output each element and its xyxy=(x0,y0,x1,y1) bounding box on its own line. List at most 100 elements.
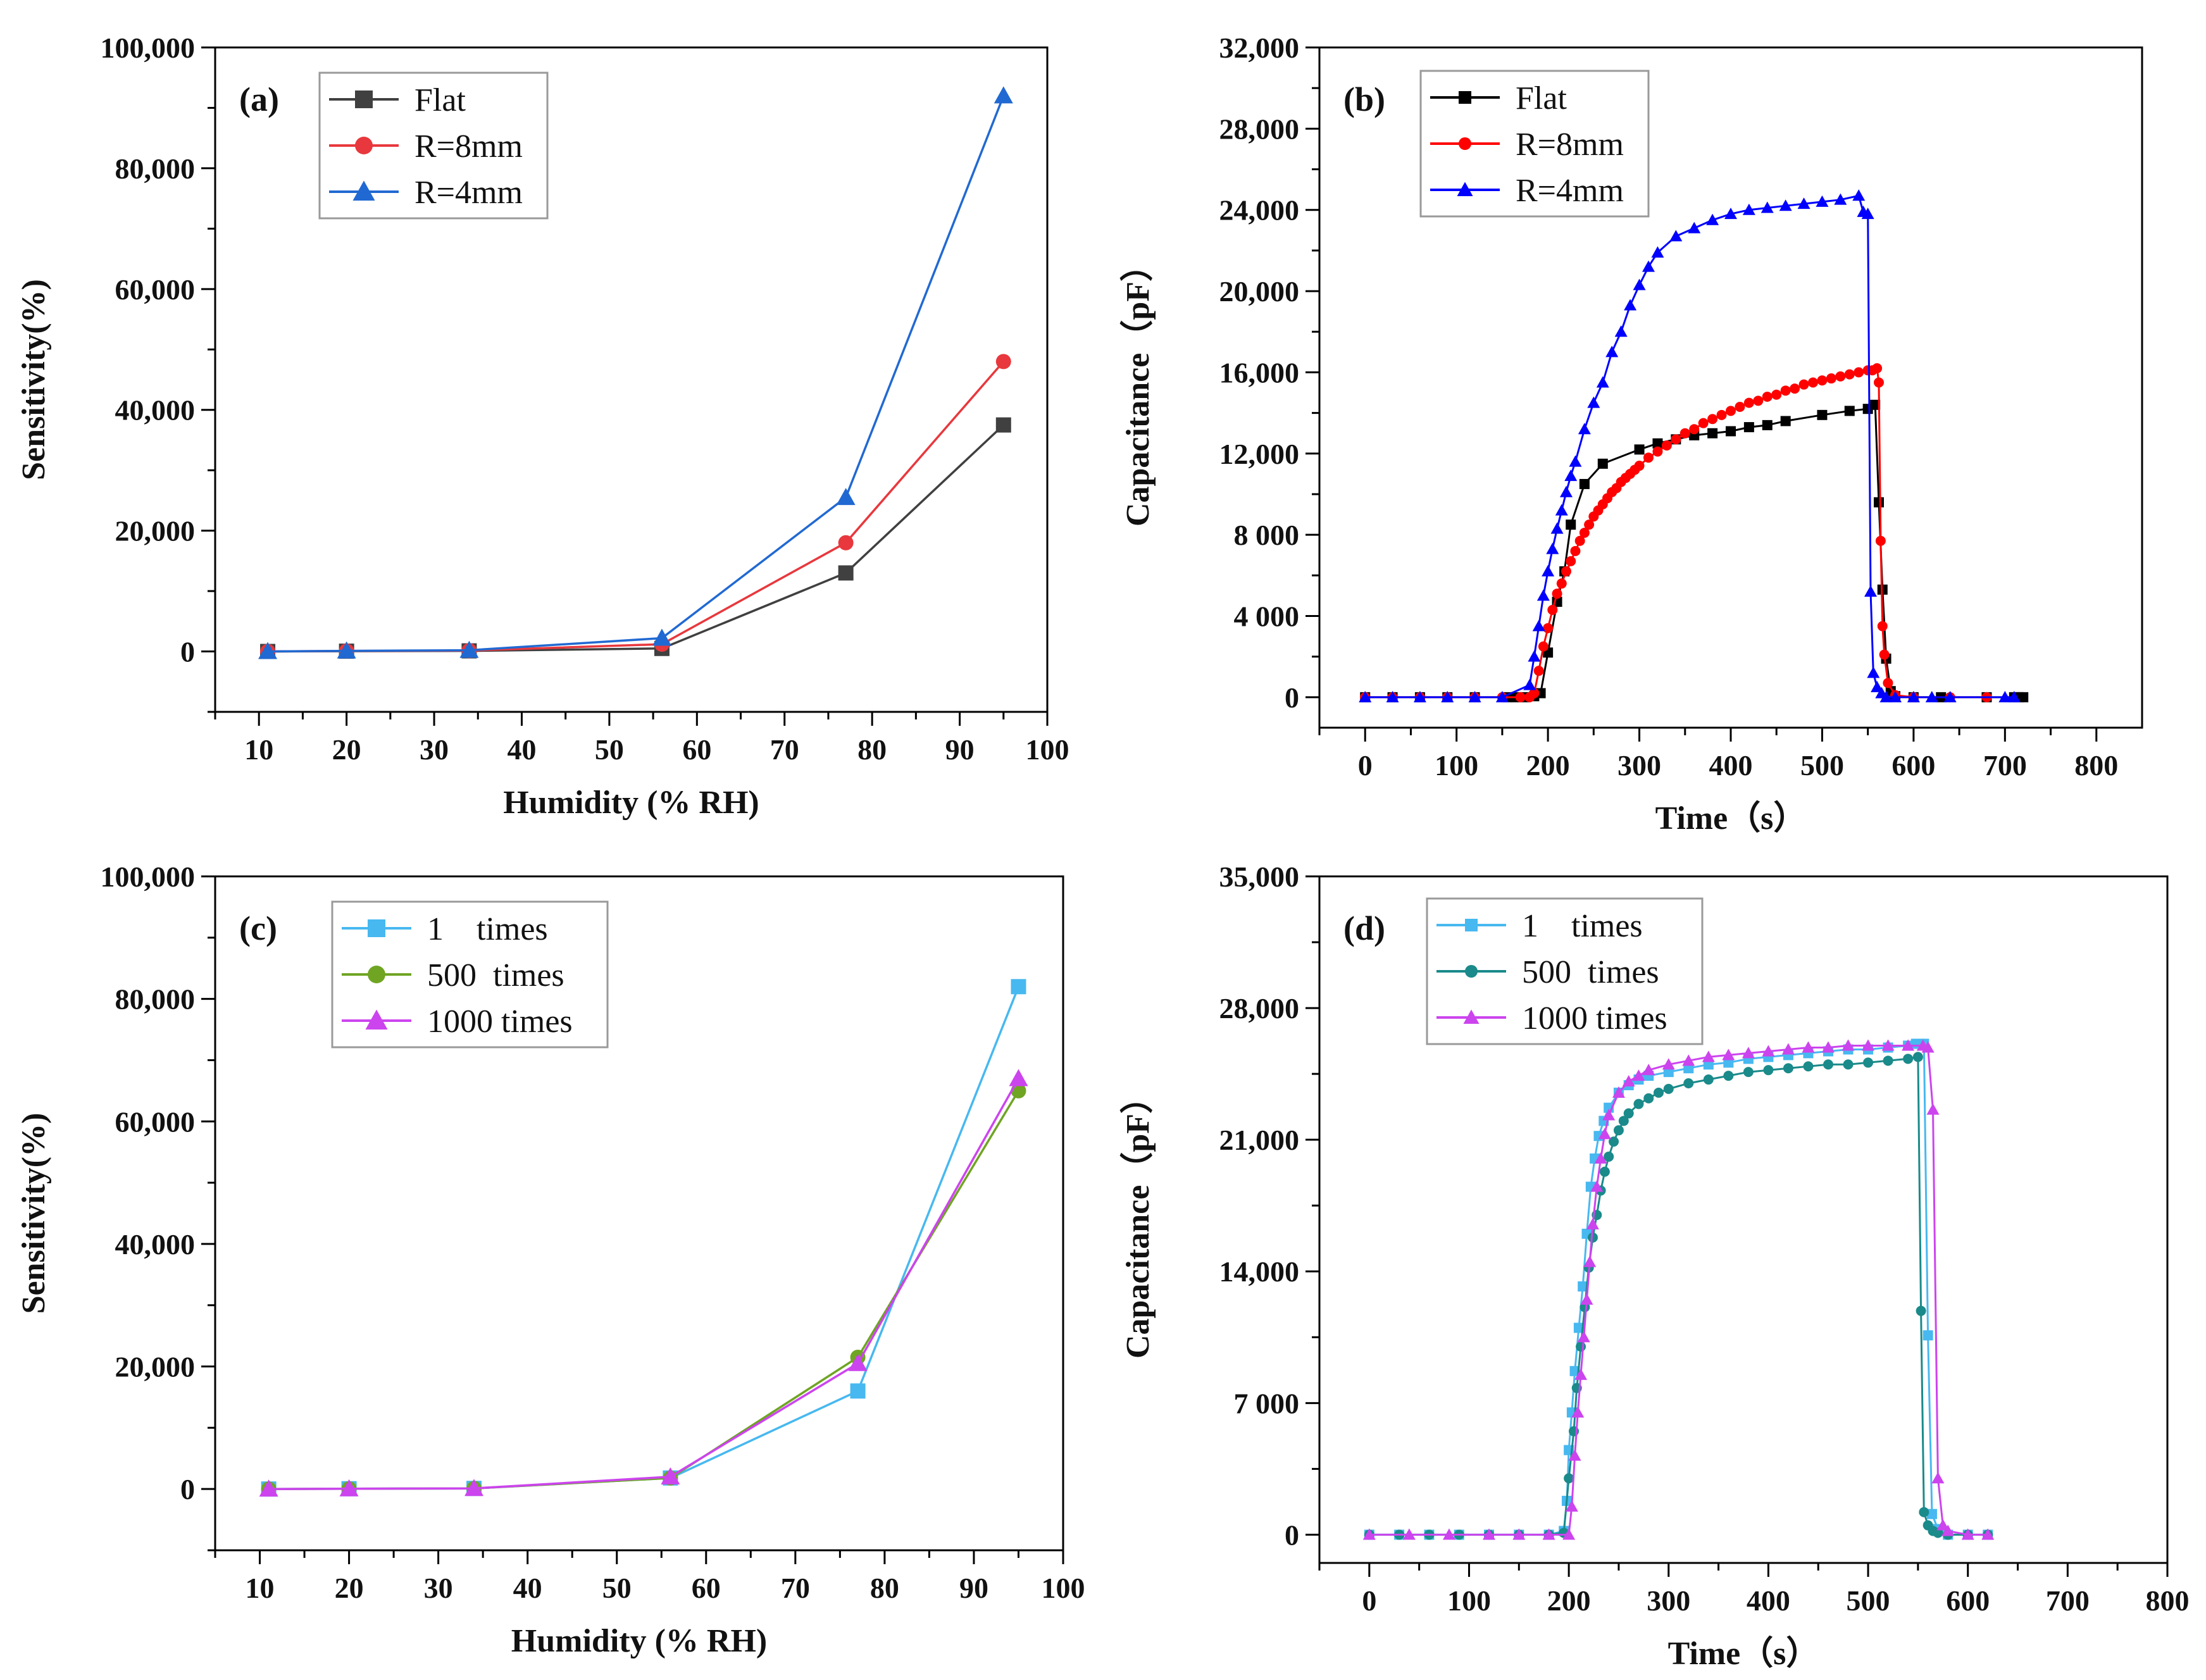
data-point xyxy=(1875,535,1886,546)
x-tick-label: 20 xyxy=(332,733,361,766)
x-tick-label: 100 xyxy=(1435,749,1478,781)
data-point xyxy=(1779,199,1792,211)
data-point xyxy=(1577,1331,1590,1343)
y-tick-label: 100,000 xyxy=(101,32,196,64)
data-point xyxy=(1568,1449,1581,1461)
data-point xyxy=(1442,1528,1455,1540)
panel-label: (c) xyxy=(239,909,277,947)
data-point xyxy=(1542,1528,1555,1540)
data-point xyxy=(1671,434,1681,445)
x-tick-label: 10 xyxy=(244,733,273,766)
y-tick-label: 4 000 xyxy=(1234,600,1300,633)
data-point xyxy=(1587,396,1600,408)
data-point xyxy=(1707,414,1718,425)
y-tick-label: 80,000 xyxy=(115,983,196,1016)
x-tick-label: 700 xyxy=(1983,749,2027,781)
series-line xyxy=(268,1090,1019,1490)
y-tick-label: 40,000 xyxy=(115,1228,196,1260)
y-tick-label: 14,000 xyxy=(1219,1255,1300,1288)
y-tick-label: 0 xyxy=(180,1473,195,1505)
data-point xyxy=(1560,485,1573,497)
data-point xyxy=(1483,1528,1495,1540)
data-point xyxy=(1596,376,1609,388)
series-2 xyxy=(1364,1052,1993,1540)
data-point xyxy=(1587,1232,1598,1243)
data-point xyxy=(1578,1281,1588,1292)
y-tick-label: 16,000 xyxy=(1219,356,1300,389)
data-point xyxy=(836,488,856,506)
data-point xyxy=(1854,367,1864,378)
y-tick-label: 12,000 xyxy=(1219,438,1300,470)
series-1 xyxy=(1364,1038,1993,1540)
data-point xyxy=(1515,692,1526,702)
y-tick-label: 100,000 xyxy=(101,861,196,893)
data-point xyxy=(1643,1093,1654,1104)
series-line xyxy=(1369,1043,1988,1536)
data-point xyxy=(1921,1041,1935,1053)
data-point xyxy=(1834,193,1847,205)
data-point xyxy=(1863,1057,1874,1068)
y-tick-label: 0 xyxy=(1285,681,1299,714)
data-point xyxy=(1529,688,1540,699)
y-tick-label: 60,000 xyxy=(115,1105,196,1138)
data-point xyxy=(1605,345,1619,358)
data-point xyxy=(1550,522,1564,534)
panel-a: 10 20 30 40 50 60 70 80 90 100 0 20,000 40,000 60,000… xyxy=(16,32,1069,821)
y-tick-label: 20,000 xyxy=(115,1351,196,1383)
data-point xyxy=(1654,1087,1664,1098)
data-point xyxy=(1634,444,1645,455)
x-tick-label: 0 xyxy=(1362,1584,1376,1617)
data-point xyxy=(1623,1108,1634,1119)
data-point xyxy=(259,1479,278,1497)
data-point xyxy=(1790,383,1800,394)
data-point xyxy=(1922,1330,1933,1341)
legend-marker xyxy=(368,966,385,983)
data-point xyxy=(1702,1050,1715,1062)
x-tick-label: 200 xyxy=(1547,1584,1591,1617)
data-point xyxy=(1402,1528,1416,1540)
legend-marker xyxy=(355,90,373,108)
x-tick-label: 70 xyxy=(770,733,799,766)
data-point xyxy=(850,1383,866,1399)
data-point xyxy=(1903,1054,1914,1064)
data-point xyxy=(1871,680,1884,692)
series-3 xyxy=(1359,189,2021,702)
data-point xyxy=(1781,1043,1795,1055)
x-tick-label: 80 xyxy=(870,1572,899,1604)
data-point xyxy=(1642,260,1655,272)
x-tick-label: 100 xyxy=(1447,1584,1491,1617)
legend-label: 1 times xyxy=(427,911,548,947)
data-point xyxy=(1528,650,1541,662)
data-point xyxy=(1941,1524,1955,1536)
data-point xyxy=(1689,424,1700,435)
x-tick-label: 40 xyxy=(513,1572,542,1604)
data-point xyxy=(1808,377,1818,388)
series-line xyxy=(268,361,1005,653)
data-point xyxy=(1889,690,1902,702)
data-point xyxy=(1536,589,1550,601)
legend-label: 1000 times xyxy=(427,1004,573,1040)
x-tick-label: 80 xyxy=(857,733,887,766)
data-point xyxy=(1651,246,1664,258)
data-point xyxy=(1566,556,1576,566)
plot-frame xyxy=(1318,875,2169,1564)
data-point xyxy=(1583,1255,1597,1267)
data-point xyxy=(1580,1293,1593,1305)
data-point xyxy=(1565,1500,1578,1512)
data-point xyxy=(1798,379,1809,390)
data-point xyxy=(464,1479,484,1496)
series-3 xyxy=(1362,1039,1995,1540)
data-point xyxy=(1547,604,1558,615)
data-point xyxy=(1642,1064,1655,1076)
legend-marker xyxy=(1465,919,1478,931)
data-point xyxy=(1743,397,1754,408)
x-tick-label: 500 xyxy=(1847,1584,1890,1617)
data-point xyxy=(652,628,671,646)
data-point xyxy=(1835,371,1846,382)
data-point xyxy=(1682,1054,1695,1066)
data-point xyxy=(1823,1059,1833,1070)
data-point xyxy=(1576,1341,1586,1352)
x-tick-label: 30 xyxy=(420,733,449,766)
data-point xyxy=(1573,1322,1584,1333)
data-point xyxy=(1362,1528,1376,1540)
